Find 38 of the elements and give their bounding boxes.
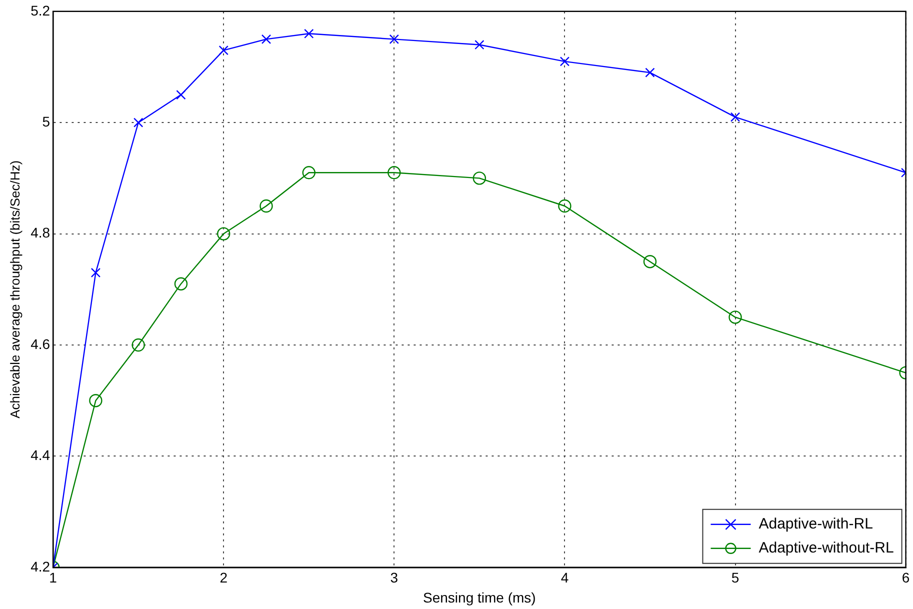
point (132, 338, 145, 352)
point (304, 28, 314, 38)
x-tick-label: 2 (220, 570, 228, 586)
point (176, 90, 186, 100)
point (90, 268, 101, 278)
y-tick-label: 4.2 (30, 558, 50, 574)
x-tick-label: 5 (731, 570, 740, 586)
x-tick-label: 6 (902, 570, 910, 586)
x-tick-label: 1 (49, 570, 58, 586)
point (261, 34, 272, 44)
point (560, 56, 570, 66)
point (558, 199, 572, 213)
x-tick-label: 3 (390, 570, 398, 586)
y-tick-label: 4.4 (30, 447, 50, 464)
point (133, 118, 144, 128)
point (389, 34, 399, 44)
y-tick-label: 4.8 (30, 224, 50, 241)
legend-label: Adaptive-without-RL (758, 540, 894, 557)
x-tick-label: 4 (560, 570, 569, 586)
point (730, 112, 740, 122)
point (89, 394, 102, 408)
y-tick-label: 4.6 (30, 336, 50, 352)
point (728, 310, 742, 324)
point (474, 40, 484, 50)
point (260, 199, 273, 213)
point (302, 166, 316, 180)
point (388, 166, 401, 180)
y-tick-label: 5 (42, 113, 50, 130)
point (643, 255, 657, 268)
y-axis-title: Achievable average throughput (bits/Sec/Hz) (7, 160, 22, 418)
legend-label: Adaptive-with-RL (758, 516, 873, 533)
x-axis-title: Sensing time (ms) (423, 589, 536, 606)
point (645, 68, 655, 78)
point (218, 45, 228, 56)
point (174, 277, 188, 290)
y-tick-label: 5.2 (30, 2, 50, 18)
point (217, 227, 230, 240)
point (472, 172, 486, 185)
